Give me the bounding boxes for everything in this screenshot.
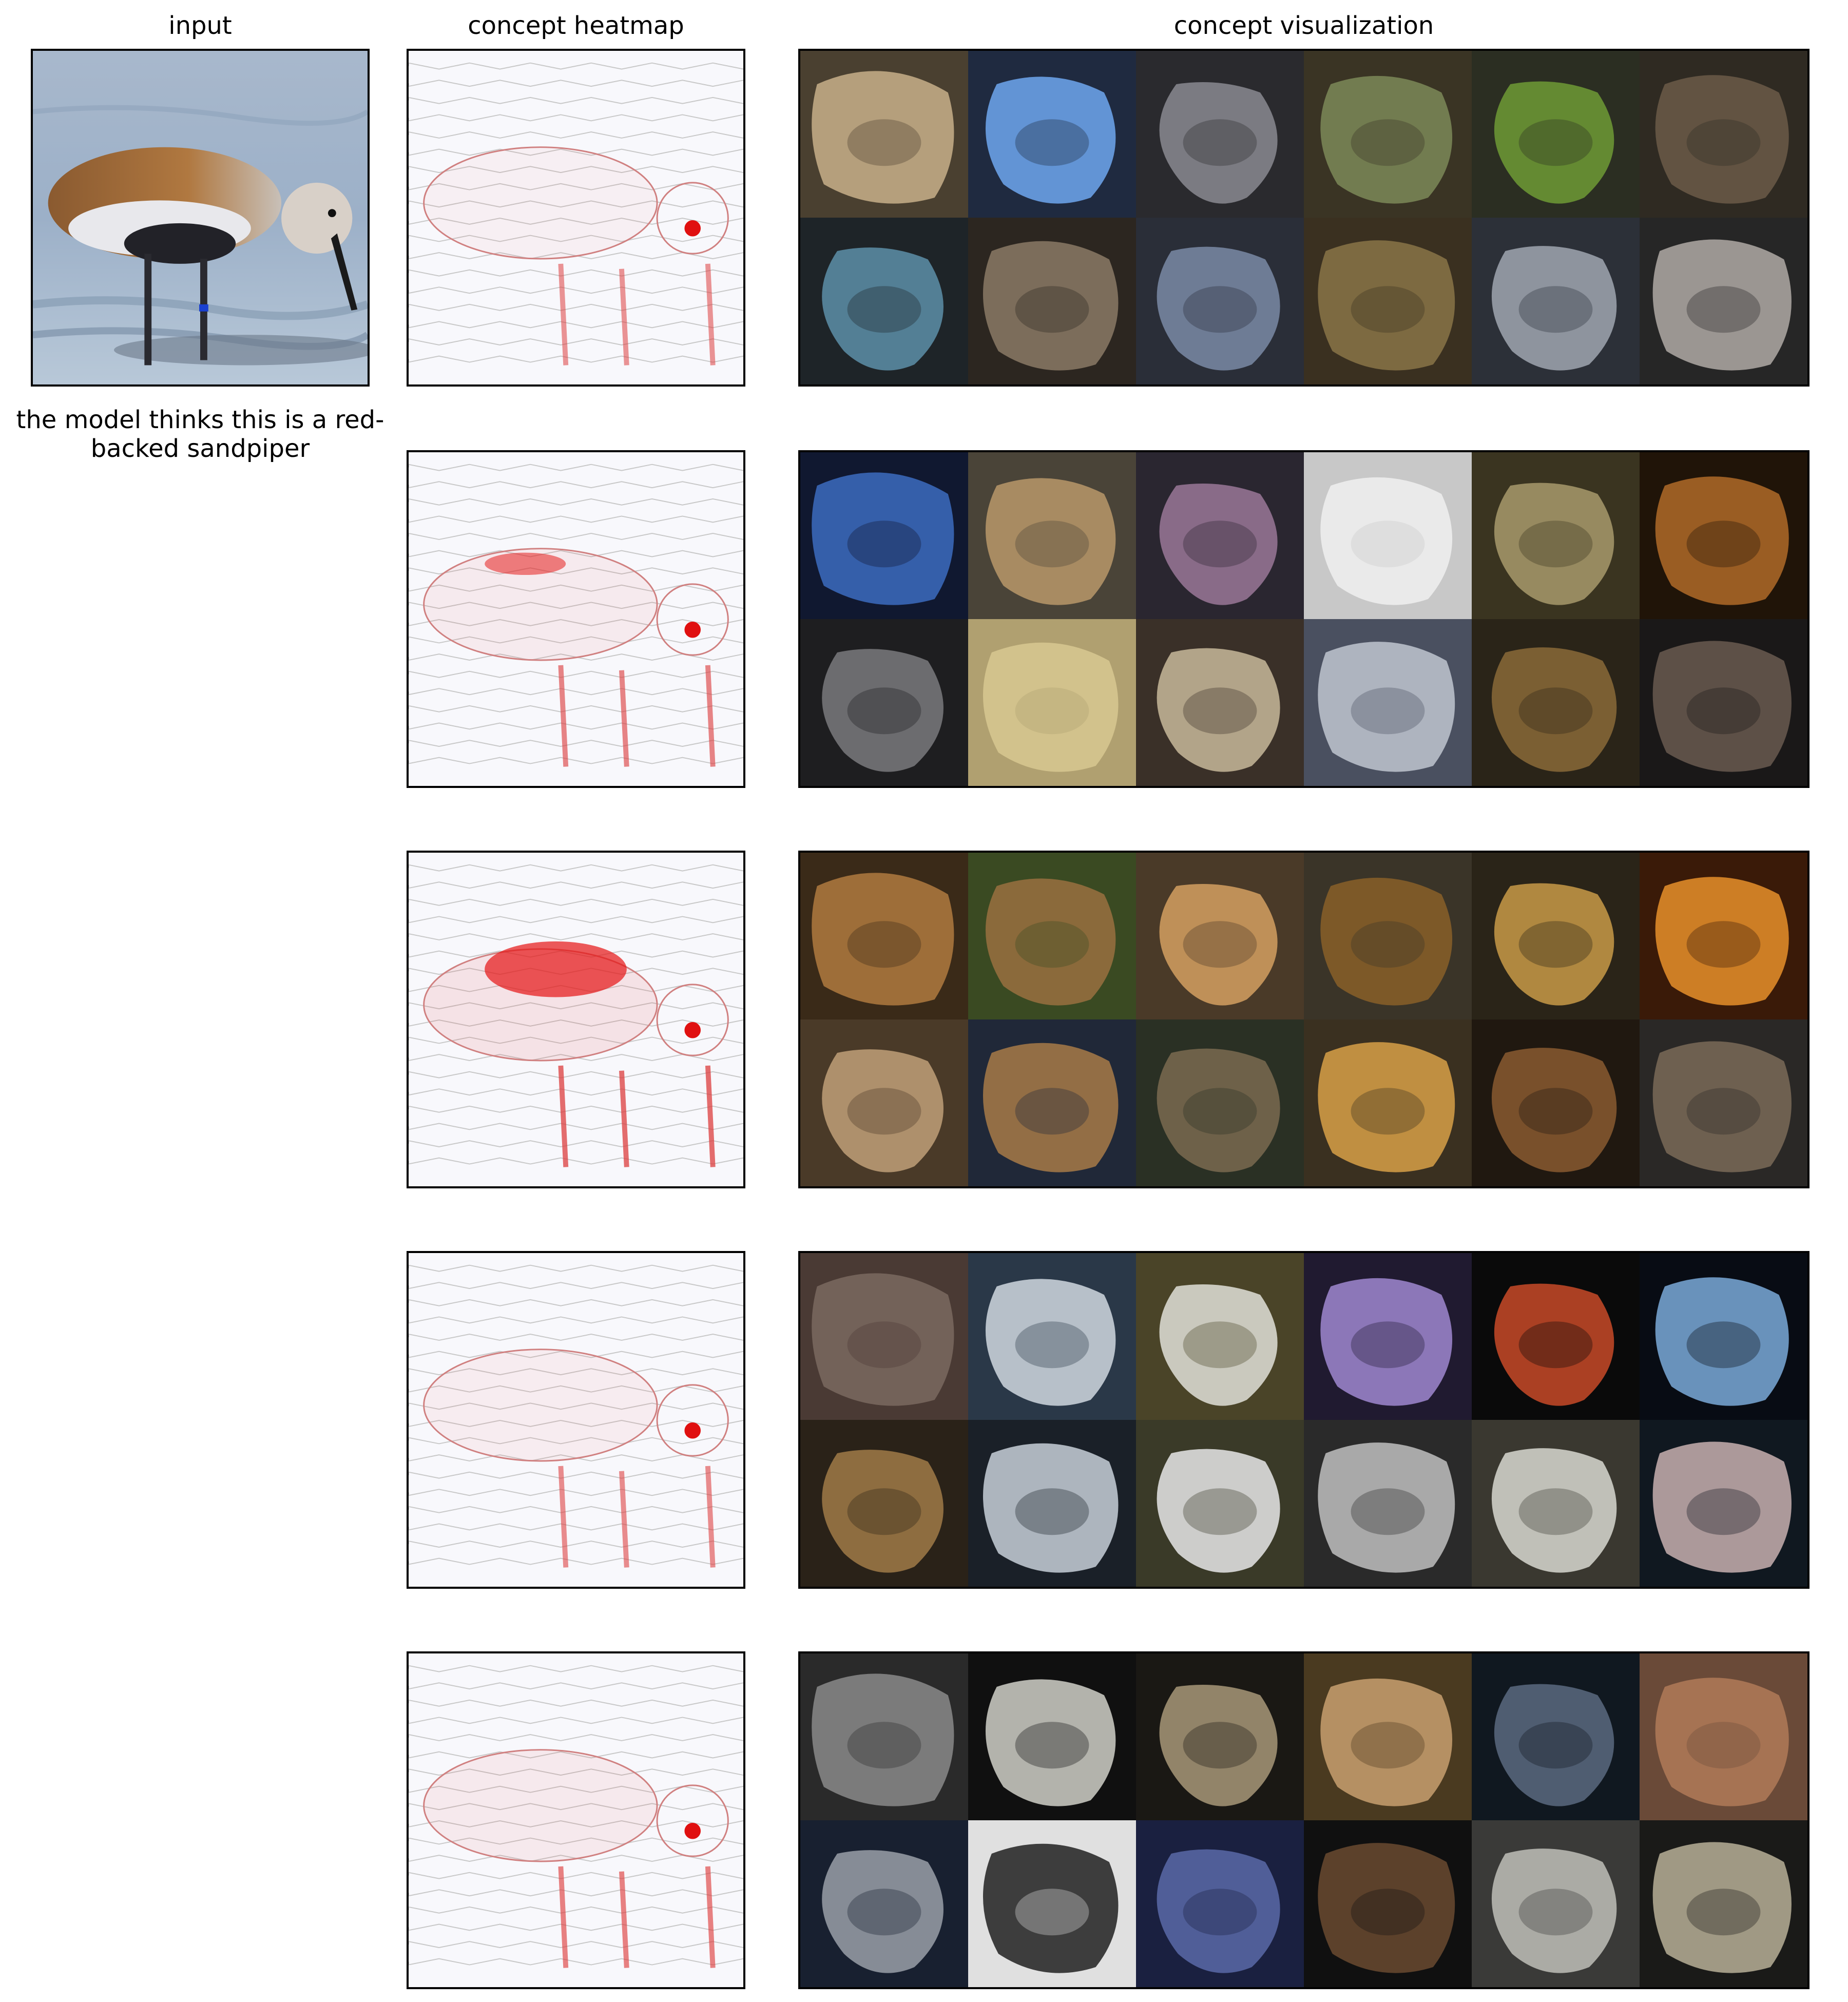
tile-cruise-harbor [1304,1420,1472,1587]
tile-zebras-pair [1136,1420,1304,1587]
tile-bread-market [1136,853,1304,1019]
tile-birds-flock [1304,218,1472,384]
tile-drumsticks [1136,619,1304,786]
concept-heatmap-4 [407,1251,745,1589]
tile-bakery-case [1472,853,1640,1019]
tile-redshank-green [1472,51,1640,218]
tile-basket [800,1420,968,1587]
tile-dog-closeup [800,1019,968,1186]
tile-redshank-water [1136,218,1304,384]
tile-keyboard-tan [1304,1653,1472,1820]
concept-visualization-grid-5 [798,1651,1810,1989]
tile-stripes-blue [1640,1253,1807,1420]
tile-fence-dusk [1136,1820,1304,1987]
tile-sandpiper-gray [1136,51,1304,218]
tile-blinds-dark [1640,452,1807,619]
tile-lionfish-red [1472,1253,1640,1420]
tile-keyboard-blue [1472,1653,1640,1820]
tile-brick-wall [800,1253,968,1420]
concept-visualization-grid-4 [798,1251,1810,1589]
tile-rifle [1304,1820,1472,1987]
tile-plover-beach [968,218,1136,384]
tile-cassettes [1136,452,1304,619]
visualization-column-title: concept visualization [1173,11,1434,40]
concept-heatmap-5 [407,1651,745,1989]
tile-croissants [1640,853,1807,1019]
tile-stereo [800,619,968,786]
tile-keyboard-silver [1472,1820,1640,1987]
tile-dog-standing [1304,853,1472,1019]
tile-window-rust [1640,1653,1807,1820]
concept-heatmap-1 [407,49,745,387]
tile-lionfish-stripes [1640,1420,1807,1587]
concept-visualization-grid-1 [798,49,1810,387]
tile-blinds-brown [1472,619,1640,786]
tile-cd-spines [1304,619,1472,786]
tile-terrier-running [968,853,1136,1019]
tile-lionfish-purple [1304,1253,1472,1420]
tile-flutes [968,452,1136,619]
tile-puppy [1472,1019,1640,1186]
tile-mesh [1136,1653,1304,1820]
tile-zebra-herd [1472,1420,1640,1587]
tile-dogs-park [1136,1019,1304,1186]
tile-pastries [1304,1019,1472,1186]
tile-blinds-white [1304,452,1472,619]
input-column-title: input [168,11,232,40]
tile-keyboard-gray [800,1653,968,1820]
tile-ptarmigans [1640,218,1807,384]
tile-zebra-side [1136,1253,1304,1420]
tile-dog-gray [1640,1019,1807,1186]
concept-heatmap-3 [407,851,745,1188]
tile-sandpiper-sand [800,51,968,218]
tile-turnstone [1472,218,1640,384]
concept-visualization-grid-2 [798,450,1810,788]
tile-redshank-blue-sky [968,51,1136,218]
concept-heatmap-2 [407,450,745,788]
heatmap-column-title: concept heatmap [468,11,684,40]
tile-chain [968,1820,1136,1987]
tile-blinds-beige [968,619,1136,786]
tile-pens-blue [800,452,968,619]
input-image [31,49,370,387]
concept-visualization-grid-3 [798,851,1810,1188]
tile-terrier-face [800,853,968,1019]
tile-cruise-ship [968,1253,1136,1420]
tile-bird-water-closeup [800,218,968,384]
tile-cruise-dock [968,1420,1136,1587]
tile-snipe-grass [1304,51,1472,218]
tile-dog-lying [968,1019,1136,1186]
tile-rack-dark [1640,619,1807,786]
tile-keyboard-macro [968,1653,1136,1820]
tile-plovers-ground [1640,51,1807,218]
tile-typewriter [1640,1820,1807,1987]
tile-cassette-rack [1472,452,1640,619]
prediction-caption: the model thinks this is a red-backed sa… [16,406,384,463]
tile-keyboard-blue-light [800,1820,968,1987]
